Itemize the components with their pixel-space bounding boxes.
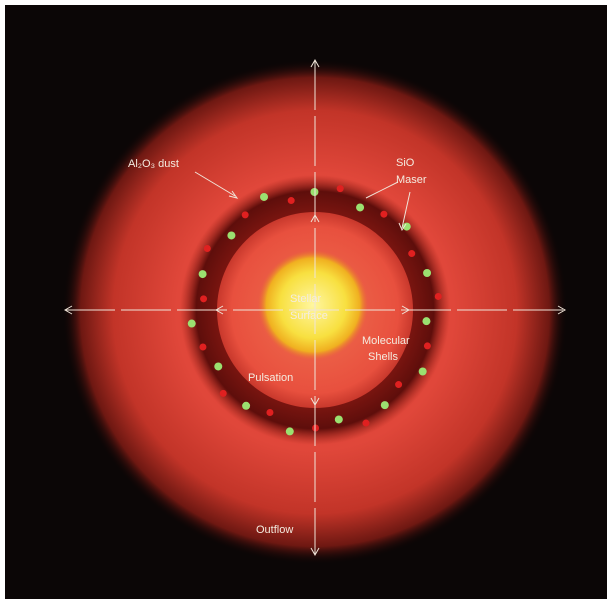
maser-pointer-head — [398, 222, 407, 232]
stellar-surface — [258, 250, 368, 360]
maser-dot — [334, 415, 343, 424]
dust-dot — [312, 424, 320, 432]
shells-label-1: Molecular — [362, 335, 410, 347]
maser-pointer — [365, 181, 399, 199]
maser-dots — [187, 185, 442, 436]
outflow-label: Outflow — [256, 524, 293, 536]
dust-dot — [266, 409, 274, 417]
pulsation-label: Pulsation — [248, 372, 293, 384]
dust-dot — [203, 245, 211, 253]
dust-dot — [199, 343, 207, 351]
arrowheads — [63, 58, 567, 557]
maser-dot — [227, 231, 236, 240]
maser-dot — [356, 203, 365, 212]
maser-dot — [380, 401, 389, 410]
dust-dot — [219, 389, 227, 397]
surface-label-1: Stellar — [290, 293, 322, 305]
inner-arrowheads — [214, 213, 411, 407]
maser-dot — [242, 401, 251, 410]
dust-dot — [362, 419, 370, 427]
dust-dot — [380, 210, 388, 218]
dust-pointer — [194, 171, 236, 197]
maser-dot — [260, 192, 269, 201]
dust-dot — [287, 197, 295, 205]
maser-dot — [310, 188, 319, 197]
arrows — [63, 58, 567, 557]
maser-dot — [214, 362, 223, 371]
maser-label-1: SiO — [396, 157, 415, 169]
maser-dot — [423, 269, 432, 278]
shells-label-2: Shells — [368, 351, 398, 363]
maser-pointer-2 — [401, 191, 411, 229]
dust-dot — [395, 381, 403, 389]
maser-dot — [187, 319, 196, 328]
dust-dot — [336, 185, 344, 193]
dust-dot — [423, 342, 431, 350]
dust-dot — [200, 295, 208, 303]
maser-dot — [198, 270, 207, 279]
dust-pointer-head — [228, 190, 239, 199]
dust-dot — [241, 211, 249, 219]
maser-dot — [285, 427, 294, 436]
dust-dot — [408, 250, 416, 258]
maser-label-2: Maser — [396, 174, 427, 186]
maser-dot — [422, 317, 431, 326]
dust-dot — [434, 292, 442, 300]
dust-label: Al₂O₃ dust — [128, 158, 179, 170]
maser-dot — [402, 222, 411, 231]
maser-dot — [418, 367, 427, 376]
surface-label-2: Surface — [290, 310, 328, 322]
